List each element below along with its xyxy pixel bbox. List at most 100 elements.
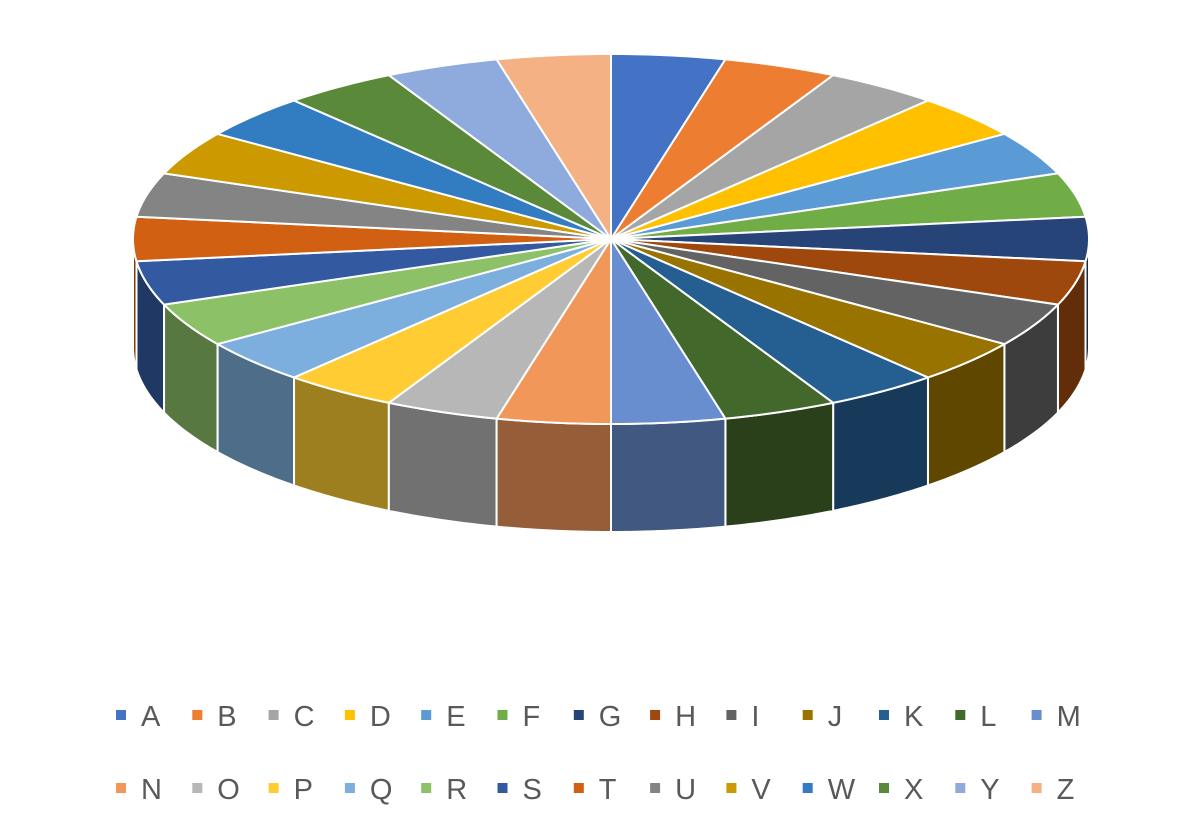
legend-item-l: L (955, 701, 996, 733)
pie-slice-d (610, 99, 1006, 240)
legend-swatch-x (879, 783, 889, 793)
legend-label-f: F (523, 701, 541, 733)
pie-slice-b (610, 58, 835, 240)
legend-item-t: T (573, 774, 617, 806)
legend-item-k: K (879, 701, 924, 733)
pie-slice-g (610, 215, 1090, 263)
legend-item-w: W (802, 774, 856, 806)
legend: A B C D E F G H I J K L M N O P Q R S T U V W X Y Z (116, 701, 1081, 806)
legend-swatch-m (1031, 710, 1042, 720)
legend-label-m: M (1057, 701, 1081, 733)
legend-label-p: P (294, 774, 313, 806)
legend-label-b: B (217, 701, 236, 733)
legend-swatch-p (268, 783, 279, 793)
legend-item-i: I (726, 701, 759, 733)
pie-slice-side-m (610, 417, 727, 533)
legend-swatch-j (802, 710, 813, 720)
pie-slice-r (163, 238, 612, 346)
pie-slice-w (216, 99, 612, 240)
pie-slice-p (293, 238, 612, 404)
legend-item-n: N (116, 774, 162, 806)
legend-label-i: I (751, 701, 759, 733)
pie-top-faces (132, 53, 1090, 425)
legend-label-e: E (446, 701, 465, 733)
legend-swatch-y (955, 783, 966, 793)
legend-swatch-z (1031, 783, 1042, 793)
legend-swatch-t (573, 783, 584, 793)
pie-side-walls (132, 238, 1090, 533)
legend-item-s: S (497, 774, 542, 806)
legend-swatch-l (955, 710, 966, 720)
legend-item-z: Z (1031, 774, 1075, 806)
legend-item-q: Q (344, 774, 393, 806)
legend-swatch-v (726, 783, 737, 793)
legend-label-s: S (523, 774, 542, 806)
legend-swatch-f (497, 710, 508, 720)
legend-swatch-w (802, 783, 813, 793)
pie-slice-side-o (387, 401, 498, 528)
legend-swatch-q (344, 783, 355, 793)
legend-label-v: V (751, 774, 771, 806)
pie-slice-l (610, 238, 835, 420)
pie-slice-k (610, 238, 929, 404)
pie-slice-h (610, 238, 1087, 306)
legend-item-p: P (268, 774, 313, 806)
legend-swatch-s (497, 783, 508, 793)
pie-slice-e (610, 132, 1059, 240)
legend-swatch-n (116, 783, 126, 793)
pie-slice-v (163, 132, 612, 240)
legend-label-w: W (828, 774, 856, 806)
legend-label-c: C (294, 701, 315, 733)
pie-slice-y (387, 58, 612, 240)
legend-label-j: J (828, 701, 843, 733)
legend-swatch-i (726, 710, 737, 720)
pie-slice-u (135, 172, 612, 240)
pie-slice-side-l (724, 401, 835, 528)
legend-swatch-a (116, 710, 126, 720)
legend-item-b: B (192, 701, 237, 733)
legend-swatch-u (650, 783, 661, 793)
pie-slices (132, 53, 1090, 533)
legend-item-u: U (650, 774, 696, 806)
legend-swatch-o (192, 783, 203, 793)
legend-swatch-k (879, 710, 889, 720)
pie-slice-s (135, 238, 612, 306)
legend-label-z: Z (1057, 774, 1075, 806)
legend-label-x: X (904, 774, 923, 806)
legend-label-r: R (446, 774, 467, 806)
pie-slice-f (610, 172, 1087, 240)
legend-item-c: C (268, 701, 315, 733)
legend-item-e: E (421, 701, 466, 733)
legend-item-f: F (497, 701, 541, 733)
legend-label-k: K (904, 701, 924, 733)
legend-swatch-c (268, 710, 279, 720)
pie-slice-side-n (495, 417, 612, 533)
pie-slice-i (610, 238, 1059, 346)
legend-label-q: Q (370, 774, 393, 806)
legend-swatch-h (650, 710, 661, 720)
pie-slice-t (132, 215, 612, 263)
legend-label-u: U (675, 774, 696, 806)
legend-item-r: R (421, 774, 467, 806)
legend-label-d: D (370, 701, 391, 733)
legend-item-d: D (344, 701, 391, 733)
legend-swatch-e (421, 710, 432, 720)
legend-label-o: O (217, 774, 240, 806)
legend-label-t: T (599, 774, 617, 806)
legend-item-m: M (1031, 701, 1081, 733)
legend-label-a: A (141, 701, 161, 733)
pie-slice-m (610, 238, 727, 425)
legend-item-j: J (802, 701, 843, 733)
legend-label-y: Y (980, 774, 999, 806)
pie-slice-j (610, 238, 1006, 379)
legend-item-g: G (573, 701, 622, 733)
legend-swatch-r (421, 783, 432, 793)
legend-label-n: N (141, 774, 162, 806)
legend-item-v: V (726, 774, 771, 806)
pie-slice-c (610, 74, 929, 240)
legend-label-h: H (675, 701, 696, 733)
legend-item-x: X (879, 774, 923, 806)
legend-label-g: G (599, 701, 622, 733)
